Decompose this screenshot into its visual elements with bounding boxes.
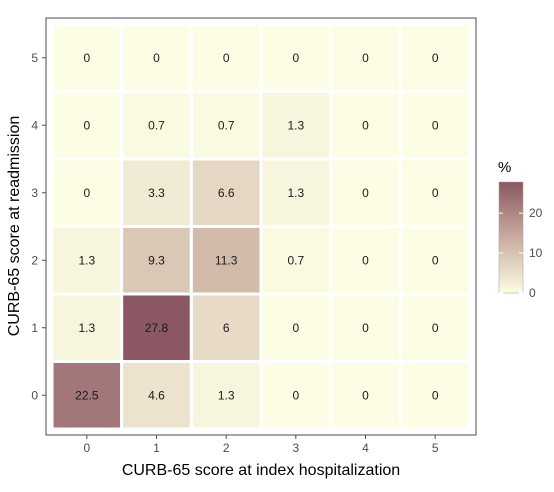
cell-value-label: 0 [292, 321, 299, 335]
x-tick-label: 4 [362, 441, 369, 455]
cell-value-label: 0 [432, 321, 439, 335]
y-tick-label: 5 [31, 51, 38, 65]
heatmap-cell [398, 22, 472, 93]
cell-value-label: 9.3 [148, 253, 165, 267]
heatmap-cell [50, 22, 124, 93]
heatmap-cell [398, 225, 472, 296]
heatmap-cell [398, 360, 472, 431]
cell-value-label: 0 [362, 321, 369, 335]
cell-value-label: 1.3 [78, 321, 95, 335]
cell-value-label: 1.3 [287, 118, 304, 132]
cell-value-label: 0 [292, 388, 299, 402]
cell-value-label: 0 [83, 186, 90, 200]
heatmap-cell [329, 292, 402, 363]
x-tick-label: 2 [223, 441, 230, 455]
cell-value-label: 1.3 [218, 388, 235, 402]
panel-border [45, 17, 477, 436]
cell-value-label: 0 [362, 51, 369, 65]
cell-value-label: 0.7 [148, 118, 165, 132]
x-tick-label: 0 [83, 441, 90, 455]
heatmap-cell [329, 22, 402, 93]
y-axis-title: CURB-65 score at readmission [6, 116, 23, 337]
cell-value-label: 0 [432, 118, 439, 132]
y-tick-label: 4 [31, 118, 38, 132]
y-tick-label: 1 [31, 321, 38, 335]
heatmap-cell [329, 225, 402, 296]
cell-value-label: 0 [292, 51, 299, 65]
y-tick-label: 0 [31, 388, 38, 402]
cell-value-label: 0 [432, 253, 439, 267]
x-tick-label: 5 [432, 441, 439, 455]
cell-value-label: 6 [223, 321, 230, 335]
y-tick-label: 2 [31, 253, 38, 267]
cell-value-label: 11.3 [215, 253, 238, 267]
heatmap-cell [50, 360, 124, 431]
heatmap-cell [50, 157, 124, 228]
heatmap-cell [259, 360, 333, 431]
legend-tick-label: 10 [529, 246, 543, 260]
heatmap-cell [189, 225, 263, 296]
cell-value-label: 0 [223, 51, 230, 65]
cell-value-label: 0 [153, 51, 160, 65]
y-axis: 0 1 2 3 4 5 [31, 51, 46, 402]
cell-value-label: 22.5 [75, 388, 99, 402]
heatmap-cell [398, 292, 472, 363]
x-axis-title: CURB-65 score at index hospitalization [122, 462, 400, 479]
cell-value-label: 0 [362, 388, 369, 402]
x-tick-label: 3 [292, 441, 299, 455]
cell-value-label: 0.7 [218, 118, 235, 132]
cell-value-label: 0 [362, 118, 369, 132]
y-tick-label: 3 [31, 186, 38, 200]
cell-value-label: 4.6 [148, 388, 165, 402]
cell-value-label: 6.6 [218, 186, 235, 200]
legend-ticks: 0 10 20 [499, 206, 543, 300]
cell-value-label: 0 [432, 186, 439, 200]
cell-value-label: 0 [83, 51, 90, 65]
cell-value-label: 0 [362, 253, 369, 267]
legend-title: % [498, 159, 511, 176]
cell-value-label: 0.7 [287, 253, 304, 267]
heatmap-cell [50, 225, 124, 296]
cell-value-label: 0 [432, 51, 439, 65]
cell-value-label: 3.3 [148, 186, 165, 200]
heatmap-cell [189, 22, 263, 93]
cell-value-label: 0 [83, 118, 90, 132]
heatmap-cell [259, 157, 333, 228]
legend-colorbar [498, 181, 524, 294]
legend-tick-label: 20 [529, 206, 543, 220]
color-legend: % 0 10 20 [498, 159, 543, 300]
heatmap-cell [329, 90, 402, 161]
x-tick-label: 1 [153, 441, 160, 455]
cell-value-label: 27.8 [145, 321, 169, 335]
cell-value-label: 1.3 [287, 186, 304, 200]
heatmap-cell [189, 360, 263, 431]
x-axis: 0 1 2 3 4 5 [83, 435, 439, 455]
cell-value-label: 1.3 [78, 253, 95, 267]
legend-tick-label: 0 [529, 286, 536, 300]
heatmap-cells: 22.5 4.6 1.3 0 0 0 1.3 27.8 6 0 0 0 1.3 9.3 11.3 0.7 0 0 0… [50, 22, 472, 431]
heatmap-cell [259, 225, 333, 296]
cell-value-label: 0 [362, 186, 369, 200]
cell-value-label: 0 [432, 388, 439, 402]
